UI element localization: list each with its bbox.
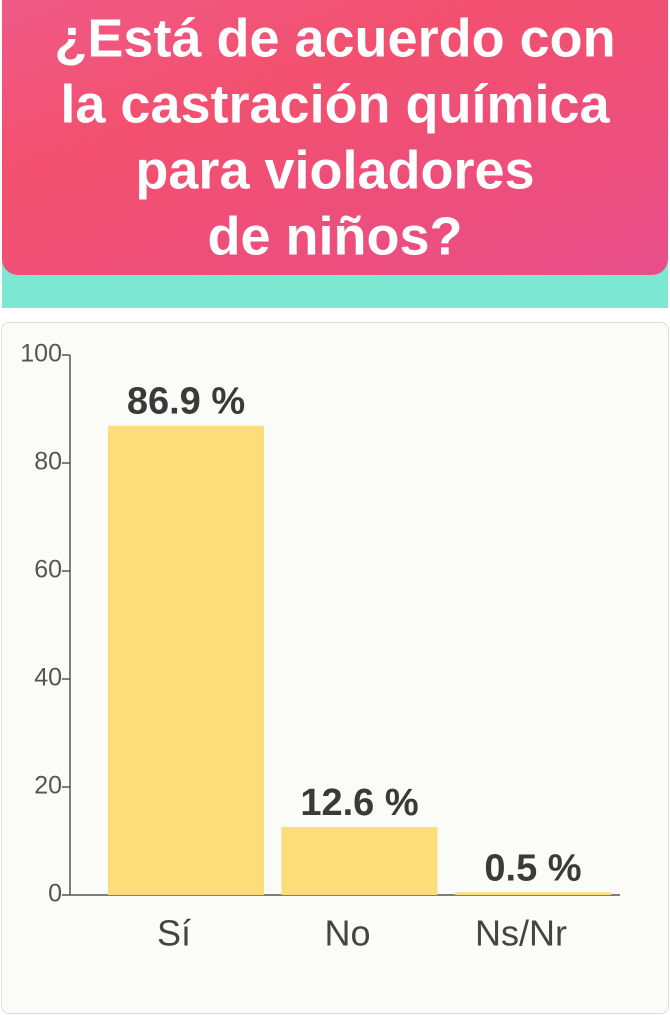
x-tick-label: No — [324, 913, 370, 954]
title-line: la castración química — [60, 74, 610, 134]
y-tick-label: 60 — [34, 556, 62, 584]
bar — [455, 892, 611, 895]
title-line: ¿Está de acuerdo con — [54, 8, 615, 68]
title-box — [2, 0, 668, 275]
bar — [108, 425, 264, 895]
value-label: 86.9 % — [127, 381, 245, 423]
title-line: de niños? — [208, 206, 463, 266]
y-tick-label: 20 — [34, 772, 62, 800]
y-tick-label: 80 — [34, 448, 62, 476]
y-tick-label: 40 — [34, 664, 62, 692]
x-tick-label: Ns/Nr — [475, 913, 567, 954]
y-tick-label: 100 — [20, 340, 62, 368]
title-line: para violadores — [135, 140, 534, 200]
x-tick-label: Sí — [157, 913, 191, 954]
value-label: 12.6 % — [300, 782, 418, 824]
value-label: 0.5 % — [484, 847, 581, 889]
bar — [281, 826, 438, 895]
y-tick-label: 0 — [48, 880, 62, 908]
